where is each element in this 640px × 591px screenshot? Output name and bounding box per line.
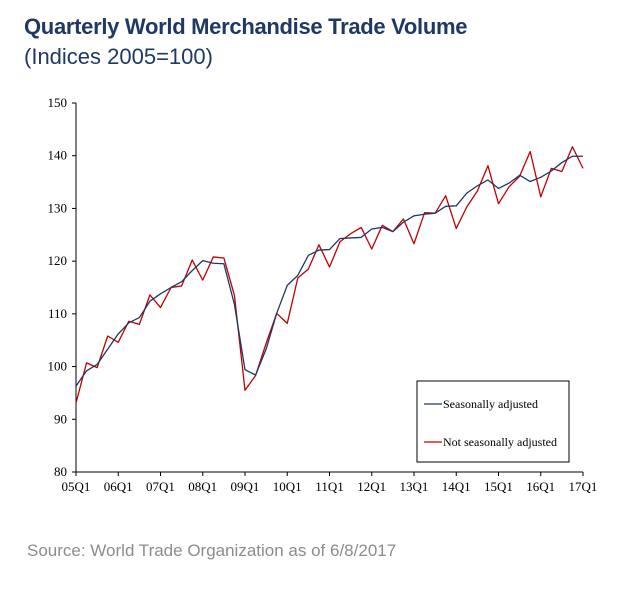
x-tick-label: 07Q1 [146, 479, 175, 494]
series-lines [75, 146, 584, 404]
series-line-not-seasonally-adjusted [75, 146, 584, 404]
x-tick-label: 14Q1 [442, 479, 471, 494]
y-tick-label: 80 [54, 464, 67, 479]
y-tick-label: 90 [54, 411, 67, 426]
x-tick-label: 13Q1 [400, 479, 429, 494]
y-tick-label: 150 [48, 95, 68, 110]
y-axis-labels: 80 90 100 110 120 130 140 150 [48, 95, 68, 479]
x-tick-label: 12Q1 [357, 479, 386, 494]
x-tick-label: 17Q1 [569, 479, 598, 494]
x-axis-labels: 05Q1 06Q1 07Q1 08Q1 09Q1 10Q1 11Q1 12Q1 13Q1 14Q1… [62, 479, 598, 494]
x-tick-label: 06Q1 [104, 479, 133, 494]
y-tick-label: 110 [48, 306, 67, 321]
chart-title: Quarterly World Merchandise Trade Volume [24, 14, 468, 39]
y-tick-label: 120 [48, 253, 68, 268]
source-note: Source: World Trade Organization as of 6… [27, 541, 397, 560]
x-tick-label: 16Q1 [526, 479, 555, 494]
x-tick-label: 05Q1 [62, 479, 91, 494]
x-tick-label: 10Q1 [273, 479, 302, 494]
legend-label-seasonally-adjusted: Seasonally adjusted [443, 397, 538, 411]
x-tick-label: 08Q1 [188, 479, 217, 494]
x-tick-label: 09Q1 [231, 479, 260, 494]
legend-box [416, 380, 570, 463]
y-tick-label: 140 [48, 148, 68, 163]
chart-subtitle: (Indices 2005=100) [24, 44, 213, 69]
x-tick-label: 11Q1 [315, 479, 343, 494]
legend-label-not-seasonally-adjusted: Not seasonally adjusted [443, 435, 557, 449]
y-tick-label: 100 [48, 359, 68, 374]
y-tick-label: 130 [48, 200, 68, 215]
series-line-seasonally-adjusted [75, 155, 583, 387]
chart-axes [72, 102, 584, 476]
x-tick-label: 15Q1 [484, 479, 513, 494]
chart-legend: Seasonally adjusted Not seasonally adjus… [416, 380, 570, 463]
